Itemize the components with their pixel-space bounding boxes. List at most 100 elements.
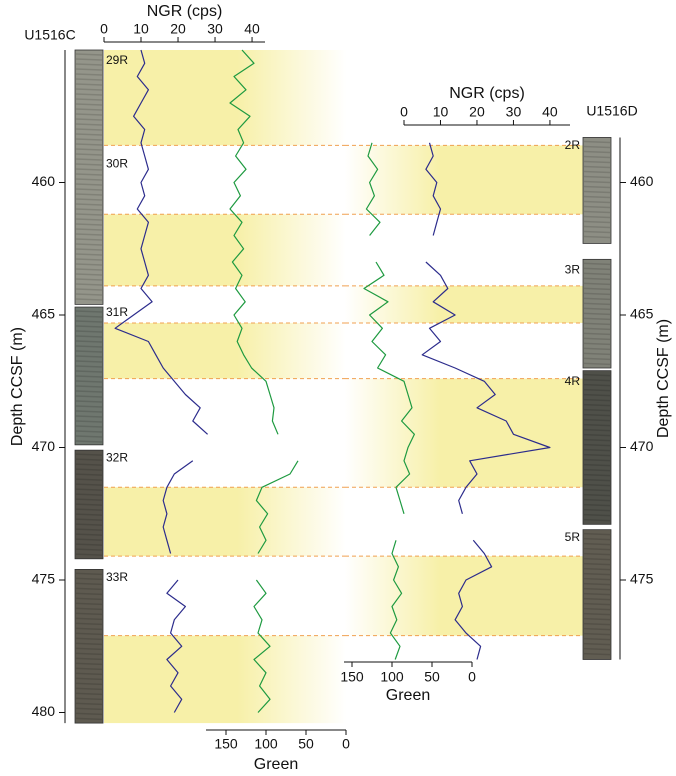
core-texture bbox=[75, 118, 103, 121]
core-texture bbox=[583, 165, 611, 169]
core-texture bbox=[75, 183, 103, 186]
core-texture bbox=[583, 272, 611, 276]
core-texture bbox=[75, 592, 103, 596]
core-texture bbox=[75, 667, 103, 671]
core-texture bbox=[75, 473, 103, 476]
green-tick-label: 50 bbox=[424, 669, 440, 685]
core-label: 33R bbox=[106, 570, 128, 584]
core-texture bbox=[75, 213, 103, 216]
core-image bbox=[74, 569, 104, 724]
core-texture bbox=[583, 210, 611, 214]
core-texture bbox=[75, 518, 103, 521]
core-texture bbox=[583, 582, 611, 586]
core-texture bbox=[75, 223, 103, 226]
core-texture bbox=[75, 435, 103, 438]
green-curve bbox=[229, 49, 299, 713]
core-texture bbox=[583, 587, 611, 591]
core-texture bbox=[583, 205, 611, 209]
core-texture bbox=[583, 468, 611, 472]
core-texture bbox=[75, 73, 103, 76]
core-label: 5R bbox=[565, 530, 581, 544]
core-texture bbox=[583, 478, 611, 482]
core-texture bbox=[75, 538, 103, 541]
core-texture bbox=[583, 463, 611, 467]
green-axis-label: Green bbox=[254, 756, 298, 773]
core-texture bbox=[583, 337, 611, 341]
core-texture bbox=[75, 103, 103, 106]
core-texture bbox=[583, 175, 611, 179]
core-texture bbox=[583, 357, 611, 361]
core-texture bbox=[75, 390, 103, 393]
core-texture bbox=[583, 418, 611, 422]
core-texture bbox=[583, 453, 611, 457]
core-texture bbox=[75, 652, 103, 656]
band-fade bbox=[345, 135, 583, 662]
ngr-tick-label: 0 bbox=[100, 21, 108, 37]
core-image bbox=[74, 449, 104, 560]
core-texture bbox=[75, 692, 103, 696]
core-texture bbox=[75, 463, 103, 466]
core-texture bbox=[75, 597, 103, 601]
core-texture bbox=[583, 423, 611, 427]
core-texture bbox=[75, 198, 103, 201]
core-texture bbox=[75, 133, 103, 136]
core-texture bbox=[75, 88, 103, 91]
core-texture bbox=[75, 330, 103, 333]
core-texture bbox=[75, 83, 103, 86]
core-texture bbox=[75, 365, 103, 368]
core-texture bbox=[75, 400, 103, 403]
depth-axis-label: Depth CCSF (m) bbox=[9, 327, 26, 446]
site-label: U1516C bbox=[24, 27, 75, 43]
core-texture bbox=[583, 488, 611, 492]
green-tick-label: 50 bbox=[298, 736, 314, 752]
depth-tick-label: 465 bbox=[32, 306, 56, 322]
core-texture bbox=[583, 327, 611, 331]
core-texture bbox=[75, 607, 103, 611]
core-texture bbox=[75, 513, 103, 516]
core-texture bbox=[583, 567, 611, 571]
core-texture bbox=[583, 532, 611, 536]
core-texture bbox=[75, 677, 103, 681]
core-texture bbox=[583, 498, 611, 502]
ngr-tick-label: 30 bbox=[207, 21, 223, 37]
core-texture bbox=[583, 513, 611, 517]
core-texture bbox=[583, 537, 611, 541]
core-texture bbox=[75, 662, 103, 666]
core-texture bbox=[75, 288, 103, 291]
core-texture bbox=[75, 173, 103, 176]
core-texture bbox=[75, 503, 103, 506]
core-texture bbox=[75, 453, 103, 456]
core-label: 4R bbox=[565, 374, 581, 388]
core-texture bbox=[75, 68, 103, 71]
core-texture bbox=[583, 398, 611, 402]
green-tick-label: 0 bbox=[342, 736, 350, 752]
core-texture bbox=[583, 503, 611, 507]
core-texture bbox=[583, 448, 611, 452]
core-texture bbox=[75, 113, 103, 116]
core-texture bbox=[583, 518, 611, 522]
core-texture bbox=[75, 458, 103, 461]
core-texture bbox=[75, 238, 103, 241]
core-texture bbox=[75, 335, 103, 338]
core-texture bbox=[75, 697, 103, 701]
depth-tick-label: 480 bbox=[32, 703, 56, 719]
core-texture bbox=[583, 373, 611, 377]
core-texture bbox=[583, 612, 611, 616]
core-texture bbox=[583, 150, 611, 154]
core-label: 30R bbox=[106, 156, 128, 170]
core-texture bbox=[583, 230, 611, 234]
core-texture bbox=[583, 378, 611, 382]
depth-tick-label: 465 bbox=[630, 306, 654, 322]
core-texture bbox=[583, 200, 611, 204]
core-texture bbox=[75, 425, 103, 428]
core-texture bbox=[75, 627, 103, 631]
core-texture bbox=[75, 253, 103, 256]
core-texture bbox=[583, 287, 611, 291]
core-texture bbox=[583, 277, 611, 281]
core-image bbox=[582, 137, 612, 244]
core-texture bbox=[583, 592, 611, 596]
core-texture bbox=[583, 652, 611, 656]
core-texture bbox=[583, 160, 611, 164]
ngr-axis-label: NGR (cps) bbox=[449, 85, 525, 102]
